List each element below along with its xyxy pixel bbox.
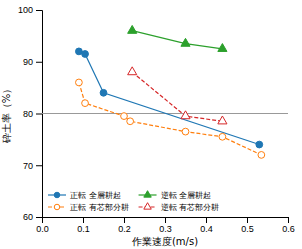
legend-item: 逆転 有芯部分耕 [139, 203, 220, 212]
plot: 0.0 0.1 0.2 0.3 0.4 0.5 0.6 60 70 80 90 100 作業速度(m/s… [1, 5, 295, 247]
legend-label: 正転 有芯部分耕 [70, 203, 129, 212]
x-tick-mark [83, 217, 84, 223]
series-line [79, 51, 259, 144]
point [218, 44, 227, 52]
point [100, 89, 107, 96]
y-axis: 60 70 80 90 100 [18, 5, 43, 222]
y-tick-label: 60 [23, 212, 33, 222]
series-line [132, 31, 222, 49]
legend-symbol [54, 192, 60, 198]
x-axis-line [43, 218, 289, 224]
point [181, 38, 190, 46]
y-axis-line [36, 11, 43, 218]
point [256, 141, 263, 148]
point [76, 79, 83, 86]
marks [42, 25, 288, 158]
point [182, 128, 189, 135]
y-axis-title: 砕土率（%） [1, 84, 12, 145]
point [121, 113, 128, 120]
x-tick-label: 0.0 [36, 224, 49, 234]
point [258, 152, 265, 159]
legend-symbol [144, 203, 151, 209]
y-tick-mark [36, 10, 42, 11]
y-tick-label: 90 [23, 57, 33, 67]
x-tick-label: 0.3 [159, 224, 172, 234]
x-tick-label: 0.6 [282, 224, 295, 234]
legend: 正転 全層耕起正転 有芯部分耕 逆転 全層耕起逆転 有芯部分耕 [48, 191, 219, 212]
point [127, 118, 134, 125]
y-tick-mark [36, 217, 42, 218]
y-tick-mark [36, 114, 42, 115]
point [128, 67, 137, 75]
y-tick: 60 [23, 212, 42, 222]
x-tick: 0.1 [77, 217, 90, 234]
x-axis: 0.0 0.1 0.2 0.3 0.4 0.5 0.6 [36, 217, 295, 234]
series [128, 25, 227, 51]
legend-symbol [144, 191, 151, 197]
series-line [132, 72, 222, 121]
x-tick-mark [124, 217, 125, 223]
series [76, 48, 263, 148]
y-tick: 70 [23, 161, 42, 171]
x-tick-label: 0.2 [118, 224, 131, 234]
legend-item: 正転 全層耕起 [48, 191, 121, 200]
chart: 0.0 0.1 0.2 0.3 0.4 0.5 0.6 60 70 80 90 100 作業速度(m/s… [0, 0, 302, 249]
y-tick: 100 [18, 5, 42, 15]
series [128, 67, 227, 124]
x-tick-label: 0.1 [77, 224, 90, 234]
x-tick-mark [206, 217, 207, 223]
legend-label: 逆転 全層耕起 [161, 191, 212, 200]
x-tick-mark [165, 217, 166, 223]
y-tick-mark [36, 62, 42, 63]
x-tick-mark [247, 217, 248, 223]
x-tick-mark [288, 217, 289, 223]
y-tick-label: 80 [23, 109, 33, 119]
chart-container: 0.0 0.1 0.2 0.3 0.4 0.5 0.6 60 70 80 90 100 作業速度(m/s… [0, 0, 302, 249]
legend-item: 逆転 全層耕起 [139, 191, 212, 200]
x-tick-label: 0.4 [200, 224, 213, 234]
point [82, 100, 89, 107]
x-tick: 0.5 [241, 217, 254, 234]
series [76, 79, 265, 158]
x-tick-label: 0.5 [241, 224, 254, 234]
point [128, 25, 137, 33]
x-axis-title: 作業速度(m/s) [131, 236, 198, 247]
point [82, 51, 89, 58]
y-tick: 80 [23, 109, 42, 119]
y-tick-label: 100 [18, 5, 33, 15]
y-tick-mark [36, 165, 42, 166]
x-tick: 0.0 [36, 217, 49, 234]
x-tick: 0.6 [282, 217, 295, 234]
point [218, 116, 227, 124]
point [181, 111, 190, 119]
y-tick: 90 [23, 57, 42, 67]
x-tick: 0.3 [159, 217, 172, 234]
legend-item: 正転 有芯部分耕 [48, 203, 129, 212]
point [219, 133, 226, 140]
x-tick: 0.2 [118, 217, 131, 234]
legend-label: 逆転 有芯部分耕 [161, 203, 220, 212]
legend-label: 正転 全層耕起 [70, 191, 121, 200]
series-line [79, 82, 261, 154]
x-tick: 0.4 [200, 217, 213, 234]
y-tick-label: 70 [23, 161, 33, 171]
legend-symbol [54, 204, 60, 210]
